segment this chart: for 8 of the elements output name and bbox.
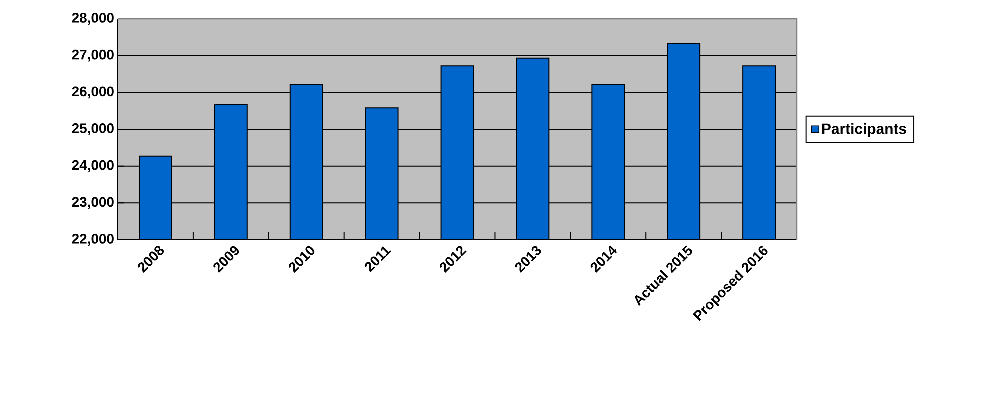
y-tick-label: 25,000 bbox=[72, 124, 114, 136]
y-tick-label: 26,000 bbox=[72, 86, 114, 99]
y-tick-label: 28,000 bbox=[72, 13, 114, 25]
y-tick-label: 27,000 bbox=[72, 50, 114, 62]
y-tick-label: 23,000 bbox=[72, 197, 114, 210]
y-tick-label: 22,000 bbox=[72, 234, 114, 246]
y-tick-label: 24,000 bbox=[72, 160, 114, 172]
legend-label: Participants bbox=[822, 123, 906, 138]
